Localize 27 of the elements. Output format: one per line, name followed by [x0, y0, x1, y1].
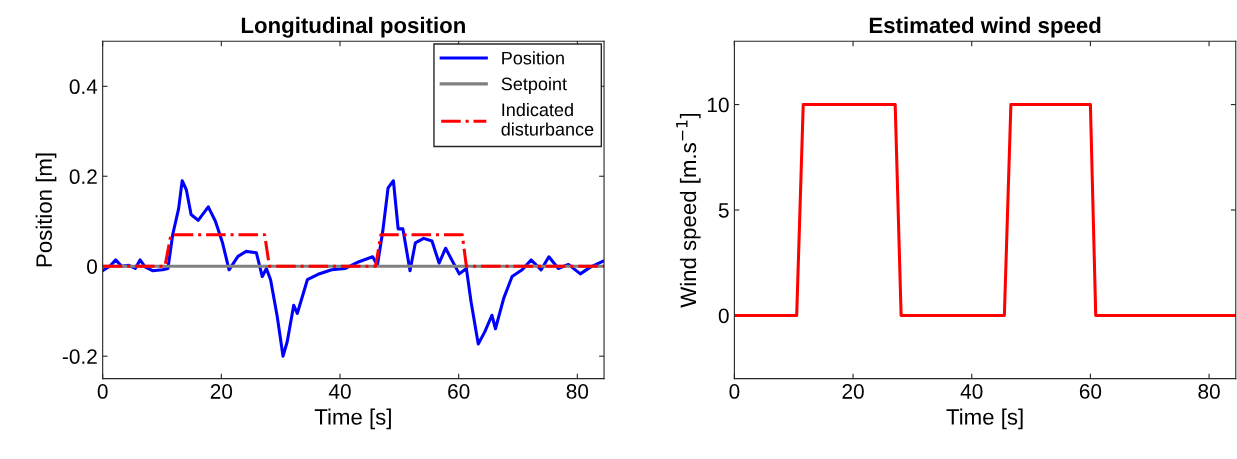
x-tick-label: 0: [97, 384, 108, 399]
legend-label: Setpoint: [501, 77, 567, 94]
y-tick-label: -0.2: [62, 349, 97, 364]
y-tick-label: 0: [87, 259, 97, 274]
x-tick-label: 20: [210, 384, 233, 399]
y-axis-title: Position [m]: [35, 153, 57, 267]
y-tick-label: 0: [718, 308, 729, 324]
x-tick-label: 80: [566, 384, 589, 399]
chart-title: Longitudinal position: [241, 16, 465, 38]
x-tick-label: 80: [1198, 384, 1220, 399]
y-tick-label: 10: [707, 97, 729, 113]
x-tick-label: 20: [842, 384, 864, 399]
y-axis-title: Wind speed [m.s$^{−1}$]: [676, 113, 701, 308]
line-series: [102, 179, 605, 358]
x-tick-label: 60: [448, 384, 470, 399]
y-tick-label: 0.2: [69, 169, 97, 185]
x-tick-label: 0: [729, 384, 740, 399]
x-axis-title: Time [s]: [314, 408, 391, 430]
legend-label: Indicated disturbance: [501, 102, 594, 136]
x-axis-title: Time [s]: [946, 408, 1023, 430]
x-tick-label: 40: [960, 384, 983, 399]
chart-title: Estimated wind speed: [869, 16, 1101, 38]
x-tick-label: 60: [1079, 384, 1102, 399]
y-tick-label: 5: [718, 203, 729, 218]
x-tick-label: 40: [328, 384, 351, 399]
legend-label: Position: [502, 51, 564, 65]
y-tick-label: 0.4: [69, 79, 98, 95]
